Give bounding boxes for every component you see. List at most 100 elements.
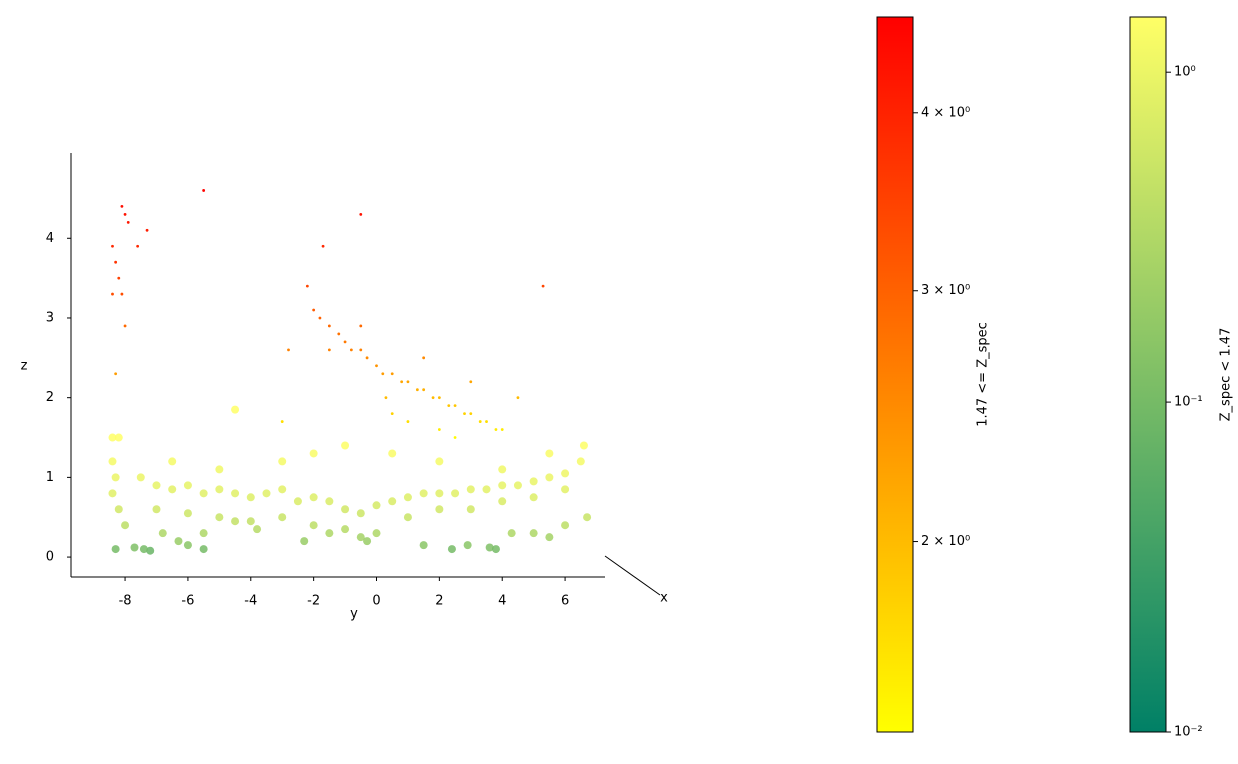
point (246, 493, 255, 502)
point (121, 521, 130, 530)
point (406, 420, 410, 423)
point (146, 546, 155, 555)
point (312, 308, 316, 312)
point (117, 276, 121, 280)
point (451, 489, 460, 498)
point (415, 388, 419, 392)
point (453, 436, 457, 439)
x-axis-line (604, 555, 661, 596)
point (485, 543, 494, 552)
point (482, 485, 491, 494)
point (321, 244, 325, 248)
x-axis-label: x (660, 591, 668, 606)
point (372, 529, 381, 538)
point (469, 380, 473, 384)
point (447, 545, 456, 554)
point (262, 489, 271, 498)
point (576, 457, 585, 466)
point (341, 441, 350, 450)
point (215, 513, 224, 522)
colorbar-label: Z_spec < 1.47 (1219, 328, 1234, 422)
point (372, 501, 381, 510)
point (337, 332, 341, 336)
point (422, 356, 426, 360)
point (478, 420, 482, 423)
point (447, 404, 451, 408)
point (108, 457, 117, 466)
point (215, 465, 224, 474)
point (145, 228, 149, 232)
point (494, 428, 498, 431)
point (183, 509, 192, 518)
point (287, 348, 290, 352)
point (545, 533, 554, 542)
point (199, 545, 208, 554)
point (111, 545, 120, 554)
point (341, 525, 350, 534)
point (231, 517, 240, 526)
point (406, 380, 410, 384)
point (561, 521, 570, 530)
point (293, 497, 302, 506)
point (359, 324, 363, 328)
point (466, 485, 475, 494)
point (485, 420, 488, 423)
point (541, 284, 545, 288)
point (500, 428, 504, 431)
point (561, 469, 570, 478)
point (168, 457, 177, 466)
x-tick-label: -4 (244, 594, 257, 609)
point (123, 324, 127, 328)
point (136, 244, 140, 248)
point (327, 324, 331, 328)
y-axis-label: y (350, 607, 358, 622)
point (278, 457, 287, 466)
colorbar-tick-label: 2 × 10⁰ (921, 534, 970, 549)
point (356, 533, 365, 542)
x-tick-label: -8 (119, 594, 132, 609)
point (469, 412, 473, 416)
point (491, 545, 500, 554)
point (422, 388, 426, 392)
point (120, 292, 124, 296)
point (384, 396, 388, 400)
point (388, 449, 397, 458)
point (325, 529, 334, 538)
point (108, 433, 117, 442)
point (309, 521, 318, 530)
point (199, 529, 208, 538)
point (365, 356, 369, 360)
point (130, 543, 139, 552)
point (498, 497, 507, 506)
point (152, 481, 161, 490)
point (579, 441, 588, 450)
point (114, 505, 123, 514)
point (278, 513, 287, 522)
x-tick-label: 4 (498, 594, 506, 609)
colorbar-tick-label: 4 × 10⁰ (921, 105, 970, 120)
point (453, 404, 457, 408)
colorbar (876, 16, 914, 733)
y-tick-label: 4 (46, 231, 54, 246)
point (513, 481, 522, 490)
point (403, 513, 412, 522)
point (246, 517, 255, 526)
point (114, 372, 118, 376)
point (202, 189, 206, 192)
y-tick-label: 1 (46, 470, 54, 485)
point (463, 412, 466, 416)
point (136, 473, 145, 482)
point (253, 525, 262, 534)
point (168, 485, 177, 494)
point (359, 212, 363, 216)
point (437, 428, 441, 431)
colorbar-tick-label: 3 × 10⁰ (921, 283, 970, 298)
point (390, 372, 394, 376)
z-axis-label: z (21, 359, 28, 374)
point (359, 348, 363, 352)
point (507, 529, 516, 538)
point (375, 364, 378, 368)
point (309, 493, 318, 502)
point (231, 489, 240, 498)
